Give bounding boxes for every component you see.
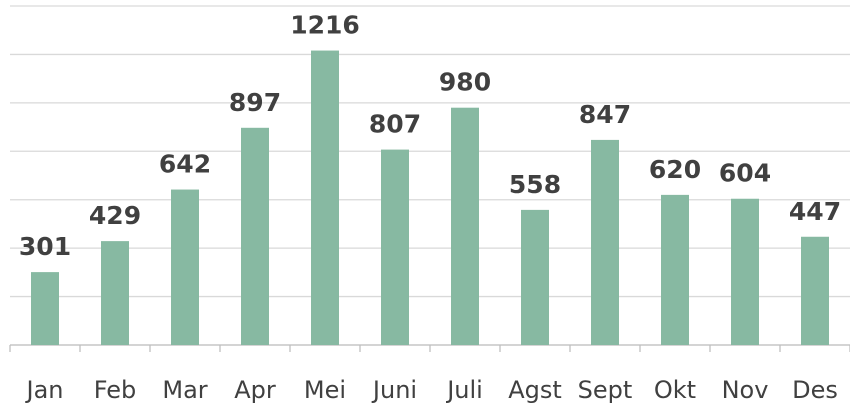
bar bbox=[101, 241, 129, 345]
x-tick-label: Okt bbox=[654, 376, 696, 404]
x-tick-label: Jan bbox=[25, 376, 64, 404]
x-tick-label: Juli bbox=[445, 376, 483, 404]
data-label: 447 bbox=[789, 197, 841, 226]
data-label: 604 bbox=[719, 159, 771, 188]
bar bbox=[451, 107, 479, 345]
data-label: 620 bbox=[649, 155, 701, 184]
bar bbox=[591, 139, 619, 345]
bar bbox=[661, 194, 689, 345]
data-label: 897 bbox=[229, 88, 281, 117]
x-tick-label: Sept bbox=[578, 376, 633, 404]
data-label: 807 bbox=[369, 110, 421, 139]
bar bbox=[801, 236, 829, 345]
x-tick-label: Agst bbox=[508, 376, 562, 404]
x-tick-label: Nov bbox=[722, 376, 769, 404]
bar bbox=[171, 189, 199, 345]
bar bbox=[521, 209, 549, 345]
data-label: 847 bbox=[579, 100, 631, 129]
data-label: 1216 bbox=[290, 11, 360, 40]
bar bbox=[31, 272, 59, 345]
x-tick-label: Mar bbox=[162, 376, 207, 404]
x-tick-label: Juni bbox=[371, 376, 417, 404]
x-tick-label: Feb bbox=[94, 376, 137, 404]
data-label: 429 bbox=[89, 201, 141, 230]
x-tick-label: Des bbox=[792, 376, 838, 404]
data-label: 642 bbox=[159, 150, 211, 179]
x-tick-label: Mei bbox=[304, 376, 346, 404]
data-label: 558 bbox=[509, 170, 561, 199]
data-label: 980 bbox=[439, 68, 491, 97]
data-label: 301 bbox=[19, 232, 71, 261]
bar bbox=[381, 149, 409, 345]
bar bbox=[311, 50, 339, 345]
bar bbox=[241, 127, 269, 346]
x-tick-label: Apr bbox=[234, 376, 276, 404]
bar bbox=[731, 198, 759, 345]
